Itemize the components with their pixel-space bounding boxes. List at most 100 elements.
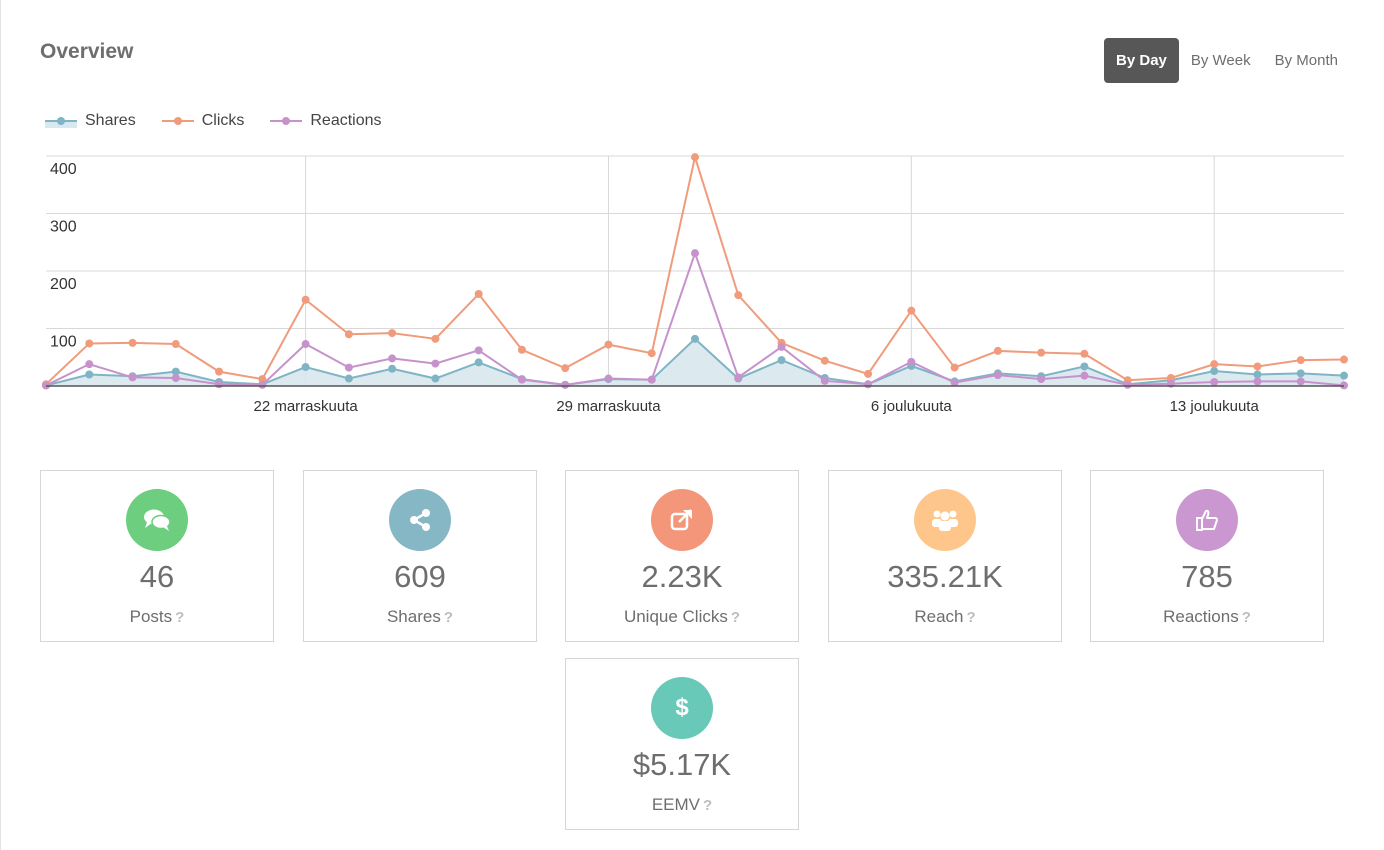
point-clicks-29: [1296, 356, 1305, 365]
page-title: Overview: [40, 40, 134, 63]
eemv-help-icon[interactable]: ?: [703, 797, 713, 814]
point-shares-10: [474, 358, 483, 367]
posts-label: Posts?: [41, 607, 273, 627]
point-reactions-8: [388, 354, 397, 363]
card-posts[interactable]: 46 Posts?: [40, 470, 274, 642]
point-clicks-10: [474, 290, 483, 298]
by-day-button[interactable]: By Day: [1104, 38, 1179, 83]
point-shares-15: [691, 334, 699, 343]
card-shares[interactable]: 609 Shares?: [303, 470, 537, 642]
card-unique-clicks[interactable]: 2.23K Unique Clicks?: [565, 470, 799, 642]
point-clicks-30: [1340, 355, 1348, 364]
point-clicks-6: [301, 295, 310, 304]
point-reactions-19: [864, 380, 873, 389]
dollar-glyph: $: [675, 694, 689, 721]
card-reach[interactable]: 335.21K Reach?: [828, 470, 1062, 642]
posts-help-icon[interactable]: ?: [175, 609, 185, 626]
thumbs-up-icon: [1176, 489, 1238, 551]
point-reactions-16: [734, 373, 743, 382]
legend-item-shares[interactable]: Shares: [45, 112, 136, 130]
chat-bubbles-icon: [126, 489, 188, 551]
shares-label-text: Shares: [386, 607, 441, 626]
point-clicks-16: [734, 291, 743, 300]
point-clicks-27: [1210, 360, 1219, 369]
legend-item-reactions[interactable]: Reactions: [270, 112, 382, 130]
clicks-help-icon[interactable]: ?: [730, 609, 741, 626]
by-week-button[interactable]: By Week: [1179, 38, 1263, 83]
users-icon: [914, 489, 976, 551]
legend-label-shares: Shares: [85, 112, 136, 129]
card-eemv[interactable]: $ $5.17K EEMV?: [565, 658, 799, 830]
legend-label-reactions: Reactions: [310, 112, 382, 129]
point-reactions-13: [604, 374, 613, 383]
share-icon: [389, 489, 451, 551]
legend-label-clicks: Clicks: [201, 112, 245, 129]
x-tick-label-1: 29 marraskuuta: [556, 398, 661, 415]
point-shares-6: [301, 363, 310, 372]
point-reactions-10: [474, 346, 483, 355]
point-reactions-3: [171, 373, 180, 382]
point-reactions-28: [1253, 377, 1262, 386]
point-clicks-24: [1080, 349, 1089, 358]
eemv-label-text: EEMV: [651, 795, 700, 814]
legend-marker-clicks-icon: [161, 117, 194, 125]
point-shares-3: [171, 367, 180, 376]
card-reactions[interactable]: 785 Reactions?: [1090, 470, 1324, 642]
point-reactions-20: [907, 357, 916, 366]
point-clicks-13: [604, 340, 613, 349]
point-shares-1: [85, 370, 94, 379]
clicks-value: 2.23K: [641, 559, 723, 594]
point-clicks-14: [647, 349, 656, 358]
point-clicks-22: [993, 346, 1002, 355]
external-link-icon: [651, 489, 713, 551]
point-reactions-15: [691, 249, 699, 258]
point-clicks-26: [1166, 373, 1175, 382]
reach-value: 335.21K: [887, 559, 1003, 594]
point-clicks-18: [820, 356, 829, 365]
y-tick-label-200: 200: [50, 276, 77, 293]
clicks-label-text: Unique Clicks: [623, 607, 728, 626]
y-tick-label-100: 100: [50, 334, 77, 351]
point-reactions-12: [561, 380, 570, 389]
y-tick-label-300: 300: [50, 219, 77, 236]
point-reactions-11: [517, 375, 526, 384]
shares-help-icon[interactable]: ?: [443, 609, 454, 626]
point-shares-29: [1296, 369, 1305, 378]
point-reactions-21: [950, 378, 959, 387]
point-reactions-24: [1080, 371, 1089, 380]
legend-marker-reactions-icon: [270, 117, 303, 125]
eemv-label: EEMV?: [566, 795, 798, 815]
point-clicks-3: [171, 340, 180, 349]
period-toggle: By Day By Week By Month: [1104, 38, 1350, 83]
point-reactions-27: [1210, 377, 1219, 386]
point-reactions-6: [301, 340, 310, 349]
legend-item-clicks[interactable]: Clicks: [161, 112, 245, 130]
point-reactions-17: [777, 342, 786, 351]
reach-label-text: Reach: [914, 607, 964, 626]
overview-line-chart: 100 200 300 400 22 marraskuuta 29 marraskuuta…: [42, 153, 1348, 415]
point-reactions-14: [647, 375, 656, 384]
point-clicks-5: [258, 375, 267, 384]
reactions-help-icon[interactable]: ?: [1241, 609, 1251, 626]
by-month-button[interactable]: By Month: [1263, 38, 1350, 83]
reach-help-icon[interactable]: ?: [966, 609, 976, 626]
eemv-value: $5.17K: [632, 747, 732, 782]
point-reactions-7: [344, 363, 353, 372]
point-clicks-12: [561, 364, 570, 373]
shares-value: 609: [394, 559, 446, 594]
point-clicks-7: [344, 330, 353, 339]
x-tick-label-0: 22 marraskuuta: [253, 398, 358, 415]
point-reactions-18: [820, 376, 829, 385]
point-clicks-11: [517, 345, 526, 354]
point-clicks-21: [950, 363, 959, 372]
point-shares-17: [777, 356, 786, 365]
point-shares-7: [344, 374, 353, 383]
point-clicks-8: [388, 329, 397, 338]
point-reactions-23: [1037, 375, 1046, 384]
point-clicks-28: [1253, 362, 1262, 371]
point-clicks-4: [215, 367, 224, 376]
page-border: [0, 0, 1, 850]
point-clicks-19: [864, 369, 873, 378]
reactions-label: Reactions?: [1091, 607, 1323, 627]
point-clicks-2: [128, 338, 137, 347]
